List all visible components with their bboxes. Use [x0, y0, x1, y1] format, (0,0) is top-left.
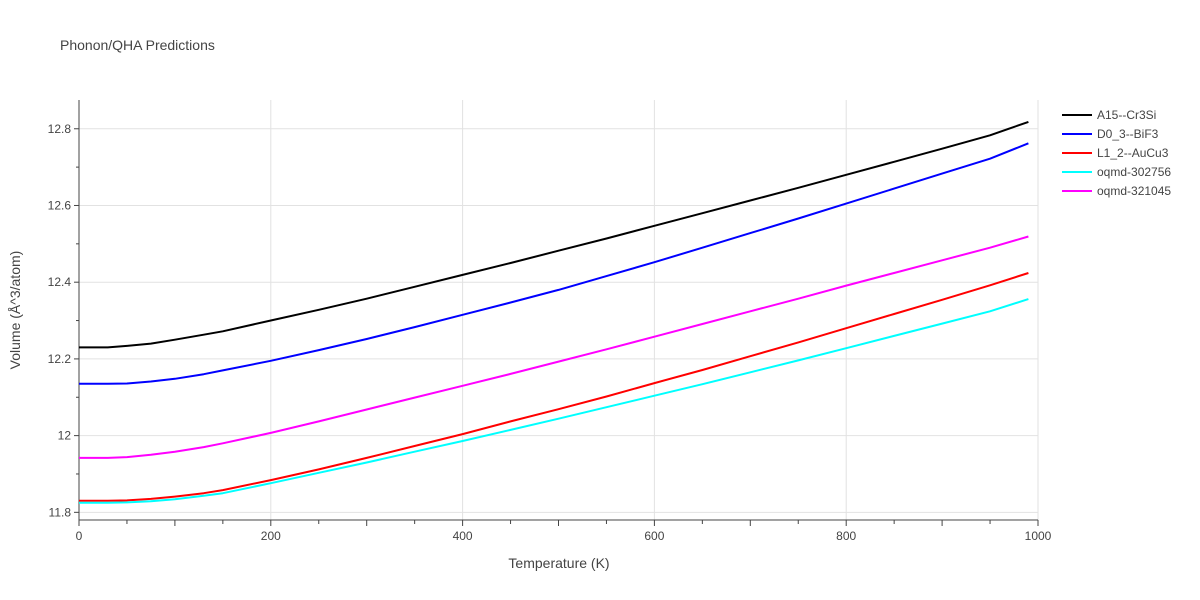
grid: [79, 100, 1039, 520]
legend-item[interactable]: D0_3--BiF3: [1062, 127, 1159, 141]
legend-label: A15--Cr3Si: [1097, 108, 1156, 122]
x-tick-label: 800: [836, 529, 856, 543]
x-tick-label: 400: [453, 529, 473, 543]
legend-item[interactable]: L1_2--AuCu3: [1062, 146, 1169, 160]
series-lines: [79, 120, 1029, 504]
legend-item[interactable]: oqmd-302756: [1062, 165, 1171, 179]
chart-title: Phonon/QHA Predictions: [60, 37, 215, 53]
x-tick-label: 200: [261, 529, 281, 543]
legend: A15--Cr3Si D0_3--BiF3 L1_2--AuCu3 oqmd-3027…: [1062, 108, 1171, 198]
x-tick-label: 1000: [1025, 529, 1052, 543]
x-axis-label: Temperature (K): [508, 555, 609, 571]
series-line-oqmd-302756: [79, 298, 1029, 504]
legend-label: oqmd-321045: [1097, 184, 1171, 198]
x-tick-label: 0: [76, 529, 83, 543]
series-line-oqmd-321045: [79, 235, 1029, 459]
y-tick-label: 12.2: [48, 352, 72, 366]
y-axis-label: Volume (Å^3/atom): [7, 251, 23, 370]
series-line-D0_3--BiF3: [79, 142, 1029, 385]
legend-item[interactable]: A15--Cr3Si: [1062, 108, 1156, 122]
series-line-L1_2--AuCu3: [79, 272, 1029, 502]
y-tick-label: 12.6: [48, 198, 72, 212]
y-tick-label: 12.4: [48, 275, 72, 289]
y-tick-label: 11.8: [49, 505, 72, 519]
legend-label: oqmd-302756: [1097, 165, 1171, 179]
legend-label: L1_2--AuCu3: [1097, 146, 1169, 160]
legend-item[interactable]: oqmd-321045: [1062, 184, 1171, 198]
x-tick-label: 600: [644, 529, 664, 543]
series-line-A15--Cr3Si: [79, 120, 1029, 349]
axes: 0 200 400 600 800 1000 11.8 12 12.2 12.4 12.6 12.8: [48, 100, 1052, 543]
y-tick-label: 12.8: [48, 122, 72, 136]
legend-label: D0_3--BiF3: [1097, 127, 1159, 141]
y-tick-label: 12: [58, 429, 72, 443]
